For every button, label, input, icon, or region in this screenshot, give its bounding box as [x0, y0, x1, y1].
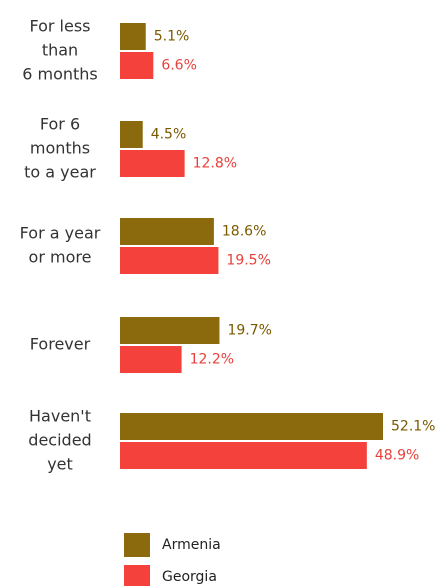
category-label: Haven't [29, 407, 91, 426]
category-label: months [30, 139, 90, 158]
value-label: 4.5% [151, 127, 187, 143]
value-label: 19.7% [227, 323, 271, 339]
bar [120, 52, 154, 79]
bar [120, 218, 214, 245]
category-label: than [42, 41, 78, 60]
bar [120, 442, 367, 469]
value-label: 48.9% [375, 448, 419, 464]
category-label: For 6 [40, 115, 80, 134]
legend-label: Georgia [162, 569, 217, 585]
bar [120, 121, 143, 148]
bar [120, 317, 220, 344]
value-label: 18.6% [222, 224, 266, 240]
category-label: decided [28, 431, 91, 450]
value-label: 5.1% [154, 29, 190, 45]
category-label: yet [47, 455, 73, 474]
value-label: 52.1% [391, 419, 435, 435]
value-label: 12.2% [190, 352, 234, 368]
legend-swatch [124, 565, 150, 586]
category-label: Forever [30, 335, 91, 354]
bar [120, 23, 146, 50]
value-label: 6.6% [161, 58, 197, 74]
category-label: For less [29, 17, 90, 36]
category-label: 6 months [22, 65, 98, 84]
category-label: to a year [24, 163, 96, 182]
legend-swatch [124, 533, 150, 557]
category-label: For a year [20, 224, 101, 243]
bar [120, 150, 185, 177]
value-label: 12.8% [193, 156, 237, 172]
legend-label: Armenia [162, 537, 221, 553]
bar [120, 247, 219, 274]
value-label: 19.5% [226, 253, 270, 269]
bar [120, 346, 182, 373]
category-label: or more [29, 248, 92, 267]
bar [120, 413, 383, 440]
